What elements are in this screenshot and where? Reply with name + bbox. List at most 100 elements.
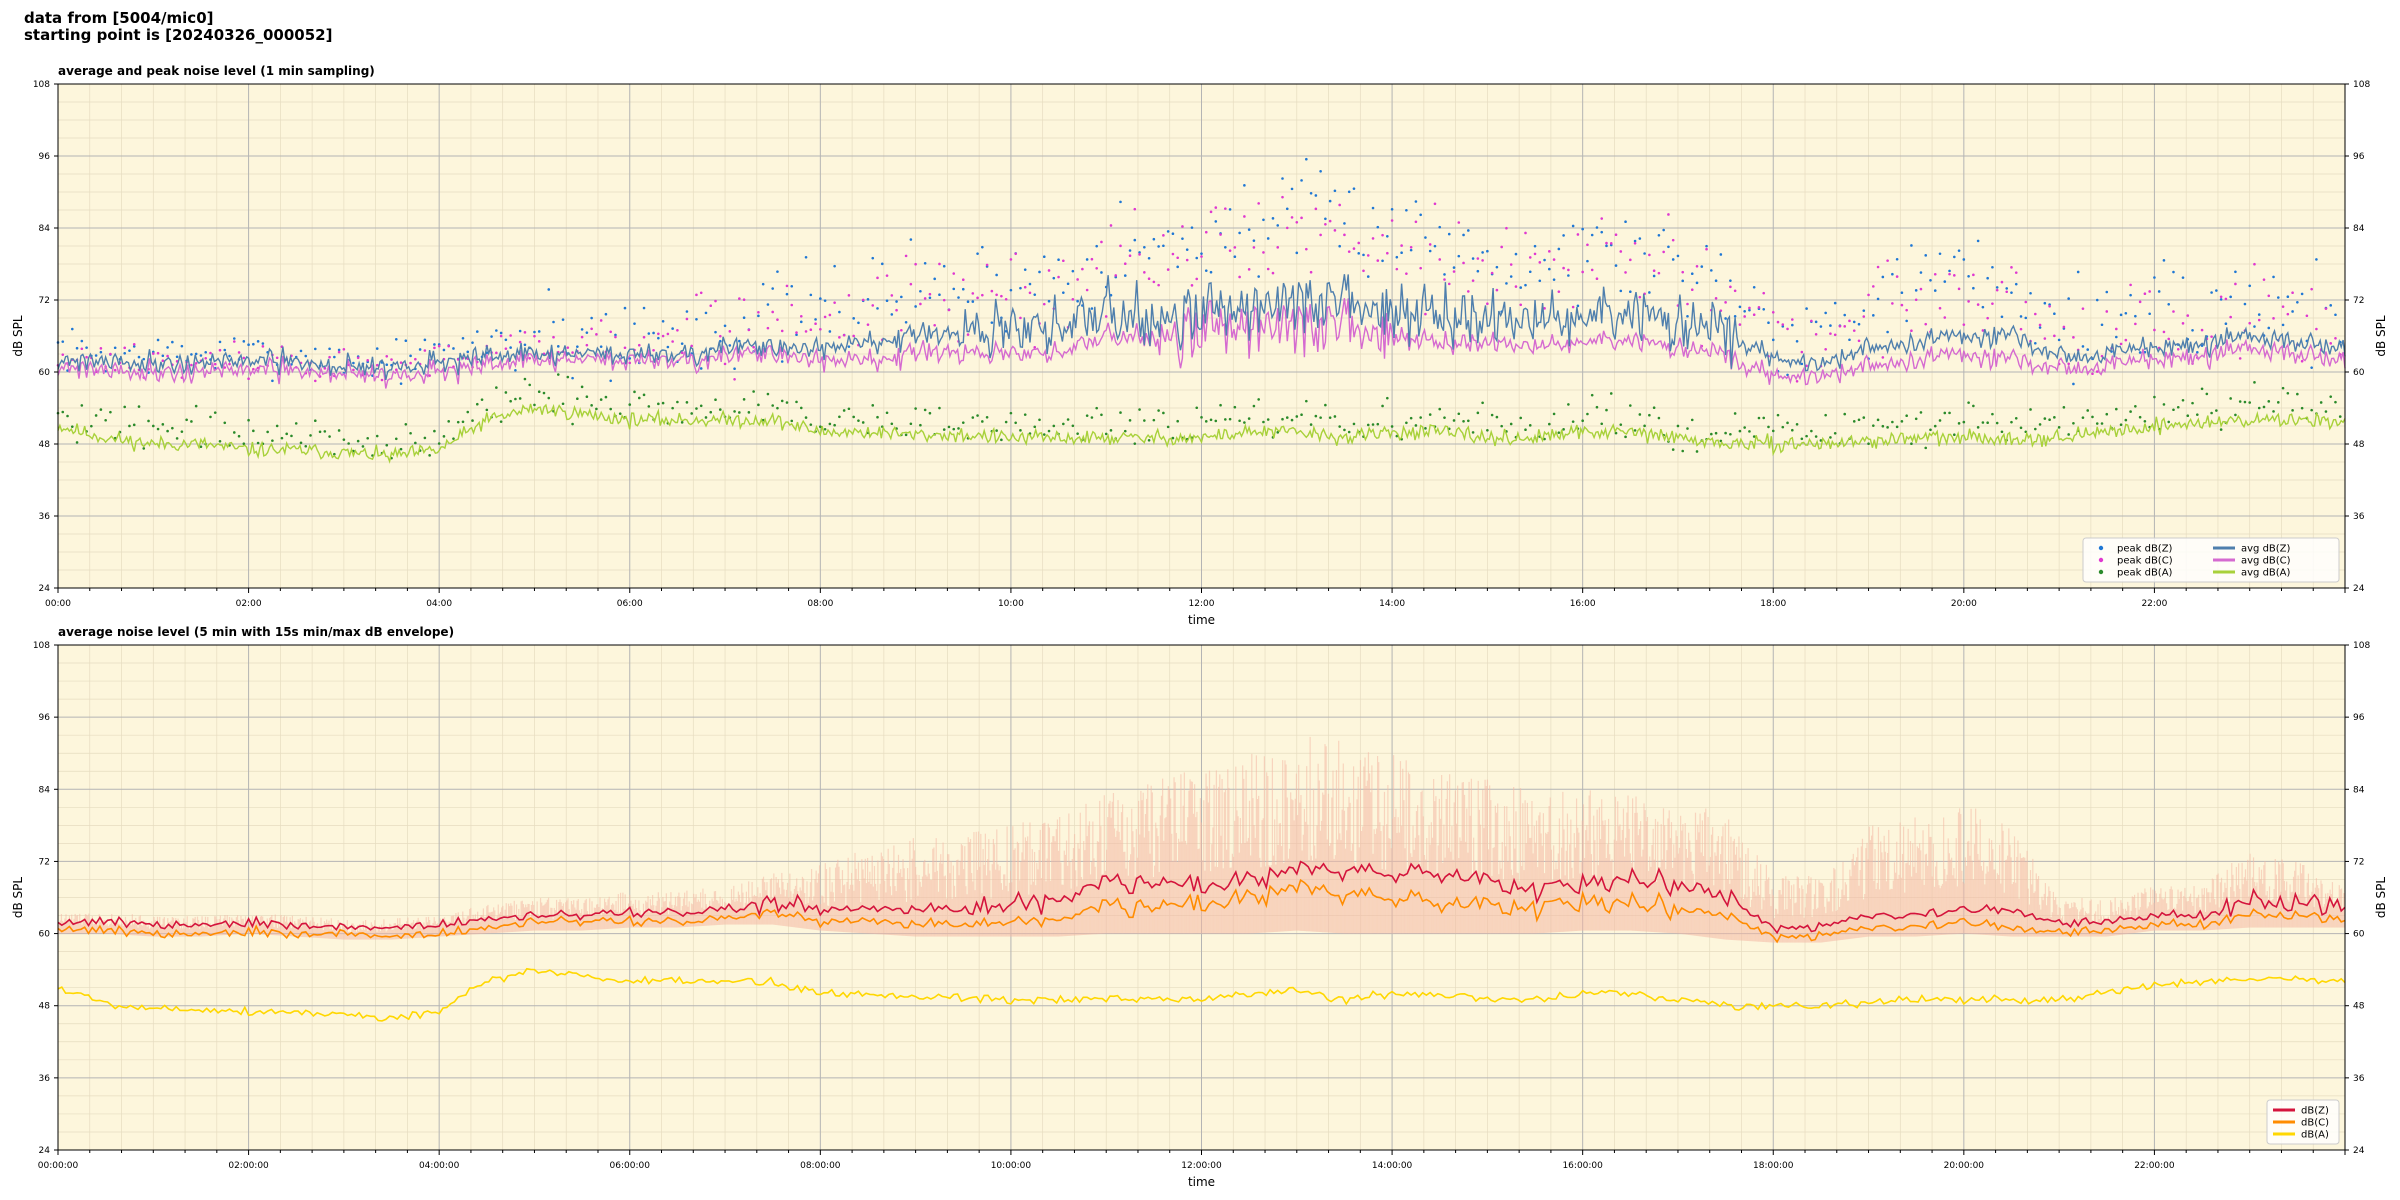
peak-a-dot: [2062, 406, 2066, 409]
peak-z-dot: [1395, 255, 1399, 259]
peak-c-dot: [1695, 264, 1699, 268]
peak-z-dot: [1519, 286, 1523, 289]
peak-c-dot: [414, 357, 417, 361]
y-tick-label-right: 48: [2353, 440, 2365, 450]
peak-z-dot: [2148, 312, 2151, 316]
legend-marker: [2098, 545, 2104, 551]
peak-a-dot: [1528, 424, 1532, 427]
peak-z-dot: [1185, 248, 1189, 251]
peak-z-dot: [2315, 258, 2318, 261]
peak-z-dot: [1771, 338, 1775, 342]
peak-z-dot: [2243, 302, 2247, 306]
peak-a-dot: [571, 422, 574, 426]
peak-a-dot: [928, 411, 932, 415]
peak-c-dot: [1876, 265, 1880, 269]
peak-c-dot: [1433, 202, 1437, 206]
peak-a-dot: [1714, 431, 1718, 435]
peak-c-dot: [1948, 272, 1951, 276]
y-axis-label: dB SPL: [11, 315, 25, 357]
peak-c-dot: [2095, 370, 2099, 373]
peak-z-dot: [1905, 319, 1908, 323]
peak-c-dot: [1357, 241, 1361, 245]
peak-c-dot: [637, 343, 641, 347]
peak-c-dot: [2257, 318, 2261, 322]
peak-z-dot: [780, 360, 784, 363]
peak-c-dot: [1981, 329, 1985, 332]
peak-c-dot: [232, 340, 236, 343]
peak-z-dot: [1314, 194, 1318, 197]
peak-a-dot: [2010, 420, 2013, 424]
peak-c-dot: [1100, 240, 1103, 244]
peak-a-dot: [528, 383, 531, 387]
peak-c-dot: [1743, 315, 1746, 318]
peak-z-dot: [523, 343, 527, 347]
peak-z-dot: [1309, 191, 1313, 195]
peak-z-dot: [99, 350, 103, 354]
peak-a-dot: [1567, 403, 1570, 406]
peak-c-dot: [728, 330, 732, 333]
peak-c-dot: [228, 362, 231, 366]
y-tick-label-right: 72: [2353, 857, 2364, 867]
peak-z-dot: [833, 264, 836, 268]
peak-z-dot: [952, 287, 956, 291]
peak-a-dot: [480, 398, 484, 401]
peak-a-dot: [1600, 422, 1604, 426]
peak-c-dot: [580, 335, 584, 339]
peak-z-dot: [2005, 287, 2009, 290]
peak-z-dot: [1700, 265, 1704, 268]
peak-z-dot: [247, 343, 250, 347]
peak-a-dot: [337, 429, 341, 432]
y-tick-label: 48: [39, 1002, 51, 1012]
peak-a-dot: [1123, 429, 1127, 433]
peak-a-dot: [1910, 442, 1913, 446]
peak-c-dot: [947, 308, 951, 312]
peak-c-dot: [1943, 316, 1947, 319]
peak-z-dot: [1976, 239, 1980, 243]
peak-c-dot: [938, 262, 941, 266]
peak-z-dot: [261, 342, 265, 345]
peak-c-dot: [85, 355, 88, 359]
peak-c-dot: [1162, 234, 1165, 237]
peak-z-dot: [328, 347, 331, 351]
peak-c-dot: [809, 328, 813, 331]
peak-a-dot: [1724, 431, 1727, 435]
peak-z-dot: [61, 340, 65, 343]
peak-c-dot: [247, 377, 250, 380]
peak-z-dot: [1862, 309, 1866, 312]
peak-c-dot: [1209, 210, 1213, 214]
level-c-line: [57, 878, 2346, 944]
peak-z-dot: [1514, 252, 1518, 256]
peak-c-dot: [1381, 233, 1384, 237]
peak-a-dot: [2162, 403, 2166, 406]
peak-a-dot: [2296, 392, 2299, 396]
peak-z-dot: [1676, 254, 1680, 258]
peak-c-dot: [1343, 233, 1346, 237]
peak-a-dot: [1686, 427, 1689, 430]
peak-c-dot: [2238, 357, 2242, 360]
peak-z-dot: [590, 316, 593, 320]
peak-a-dot: [2067, 433, 2070, 436]
peak-c-dot: [1224, 207, 1227, 210]
x-tick-label: 20:00:00: [1944, 1161, 1985, 1171]
peak-z-dot: [175, 355, 179, 359]
y-tick-label: 36: [39, 512, 51, 522]
chart-title: average noise level (5 min with 15s min/…: [58, 625, 454, 639]
peak-a-dot: [647, 405, 651, 408]
peak-z-dot: [580, 328, 584, 331]
peak-z-dot: [75, 346, 79, 350]
peak-a-dot: [428, 454, 431, 457]
x-tick-label: 06:00: [617, 599, 643, 609]
peak-z-dot: [2000, 315, 2004, 319]
peak-c-dot: [1143, 271, 1146, 274]
peak-c-dot: [1386, 251, 1389, 255]
peak-c-dot: [1810, 319, 1813, 323]
peak-c-dot: [1633, 242, 1637, 245]
peak-a-dot: [1500, 424, 1503, 428]
y-tick-label: 84: [39, 224, 51, 234]
peak-z-dot: [728, 344, 732, 347]
peak-z-dot: [352, 361, 355, 365]
peak-a-dot: [190, 420, 193, 423]
peak-a-dot: [1824, 413, 1827, 417]
y-axis: 24 24 36 36 48 48 60 60 72 72 84 84 96 96 108 108: [33, 641, 2371, 1156]
peak-a-dot: [1681, 449, 1685, 453]
